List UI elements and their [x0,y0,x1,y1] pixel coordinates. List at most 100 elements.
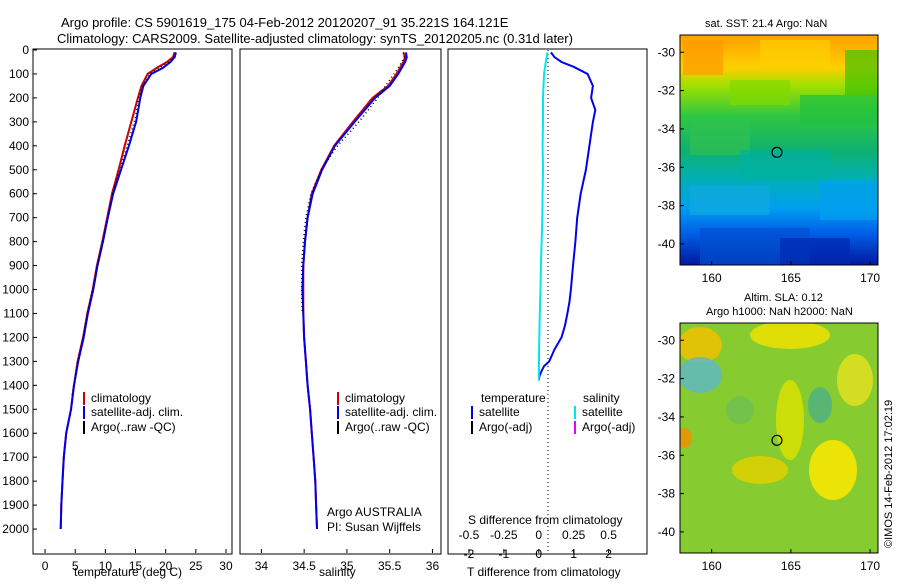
difference-lines [537,51,597,381]
salinity-tick-label: 35.5 [378,559,402,573]
temperature-lines [59,52,177,530]
sla-texture [680,323,873,500]
sla-anomaly-blob [680,327,722,363]
depth-tick-label: 1400 [2,378,29,392]
legend-satellite-label: satellite-adj. clim. [345,405,437,419]
sst-patch [760,40,830,68]
lat-tick-label: -36 [658,160,676,174]
temperature-tick-label: 10 [99,559,113,573]
depth-tick-label: 1900 [2,498,29,512]
title-line-2: Climatology: CARS2009. Satellite-adjuste… [57,31,573,46]
lat-tick-label: -38 [658,487,676,501]
depth-tick-label: 1100 [3,306,29,320]
sst-patch [820,180,878,220]
sst-map-panel: sat. SST: 21.4 Argo: NaN 160 165 170 -30 -32… [658,18,881,285]
temperature-legend: climatology satellite-adj. clim. Argo(..… [83,391,183,434]
legend-t-argo-label: Argo(-adj) [479,420,532,434]
lat-tick-label: -34 [658,122,676,136]
t-difference-tick-label: 0 [535,547,542,561]
legend-climatology-label: climatology [91,391,151,405]
salinity-tick-label: 35 [340,559,354,573]
s-difference-tick-label: -0.25 [490,528,518,542]
temperature-tick-label: 0 [42,559,49,573]
depth-tick-label: 600 [9,187,29,201]
depth-tick-label: 500 [9,163,29,177]
sst-patch [683,40,723,75]
sst-patch [845,50,878,95]
s-difference-tick-label: -0.5 [459,528,480,542]
depth-tick-label: 1800 [2,474,29,488]
sla-anomaly-blob [837,354,873,406]
t-difference-tick-label: -1 [499,547,510,561]
sla-anomaly-blob [808,387,832,423]
sst-patch [690,120,750,155]
salinity-legend: climatology satellite-adj. clim. Argo(..… [337,391,437,434]
t-difference-axis: -2 -1 0 1 2 [464,547,613,561]
lat-tick-label: -32 [658,84,676,98]
depth-tick-label: 1200 [2,330,29,344]
depth-tick-label: 2000 [2,522,29,536]
sla-anomaly-blob [732,456,788,484]
depth-tick-label: 400 [9,139,29,153]
legend-salinity-title: salinity [583,391,620,405]
sst-map-title: sat. SST: 21.4 Argo: NaN [705,18,827,30]
lon-tick-label: 160 [702,271,722,285]
salinity-tick-label: 36 [426,559,440,573]
depth-tick-label: 0 [22,43,29,57]
difference-panel: -2 -1 0 1 2 -0.5 -0.25 0 0.25 0.5 temperature sa… [447,48,648,579]
sla-map-panel: Altim. SLA: 0.12 Argo h1000: NaN h2000: … [658,292,881,573]
t-difference-line [537,51,597,381]
sst-axes: 160 165 170 -30 -32 -34 -36 -38 -40 [658,45,881,285]
lat-tick-label: -40 [658,237,676,251]
salinity-line-argo [300,52,405,314]
s-difference-line [537,52,549,381]
depth-tick-label: 700 [9,211,29,225]
s-difference-axis: -0.5 -0.25 0 0.25 0.5 [459,528,618,542]
t-difference-tick-label: 1 [570,547,577,561]
legend-t-satellite-label: satellite [479,405,520,419]
legend-s-argo-label: Argo(-adj) [582,420,635,434]
salinity-tick-label: 34 [255,559,269,573]
depth-tick-label: 1500 [2,402,29,416]
depth-tick-label: 200 [9,91,29,105]
sst-patch [740,150,830,180]
salinity-lines [300,52,408,530]
depth-tick-label: 1300 [2,354,29,368]
lat-tick-label: -40 [658,525,676,539]
sla-axes: 160 165 170 -30 -32 -34 -36 -38 -40 [658,333,881,573]
sla-anomaly-blob [750,323,830,349]
salinity-axis: 34 34.5 35 35.5 36 [255,549,440,573]
legend-argo-label: Argo(..raw -QC) [345,420,430,434]
temperature-panel: 0100200300400500600700800900100011001200… [2,43,233,579]
pi-annotation: PI: Susan Wijffels [327,520,421,534]
depth-tick-label: 900 [9,259,29,273]
depth-tick-label: 1600 [2,426,29,440]
salinity-axis-label: salinity [319,565,356,579]
sla-anomaly-blob [776,380,804,460]
lon-tick-label: 165 [781,271,801,285]
sst-patch [780,238,850,265]
depth-tick-label: 800 [9,235,29,249]
difference-legend: temperature salinity satellite Argo(-adj… [471,391,635,434]
sla-anomaly-blob [680,428,692,448]
temperature-tick-label: 20 [159,559,173,573]
legend-s-satellite-label: satellite [582,405,623,419]
lat-tick-label: -30 [658,333,676,347]
lon-tick-label: 160 [702,559,722,573]
imos-watermark: ©IMOS 14-Feb-2012 17:02:19 [883,400,895,548]
s-difference-tick-label: 0 [535,528,542,542]
sla-map-title-2: Argo h1000: NaN h2000: NaN [706,306,853,318]
argo-agency-annotation: Argo AUSTRALIA [327,505,422,519]
temperature-axis-label: temperature (deg C) [74,565,182,579]
lat-tick-label: -38 [658,199,676,213]
sst-texture [683,40,878,265]
depth-tick-label: 1000 [2,283,29,297]
sla-profile-location-marker [771,434,783,446]
depth-tick-label: 1700 [2,450,29,464]
legend-satellite-label: satellite-adj. clim. [91,405,183,419]
temperature-tick-label: 5 [72,559,79,573]
temperature-tick-label: 15 [129,559,143,573]
s-difference-axis-label: S difference from climatology [468,513,623,527]
s-difference-tick-label: 0.5 [600,528,617,542]
lon-tick-label: 165 [781,559,801,573]
